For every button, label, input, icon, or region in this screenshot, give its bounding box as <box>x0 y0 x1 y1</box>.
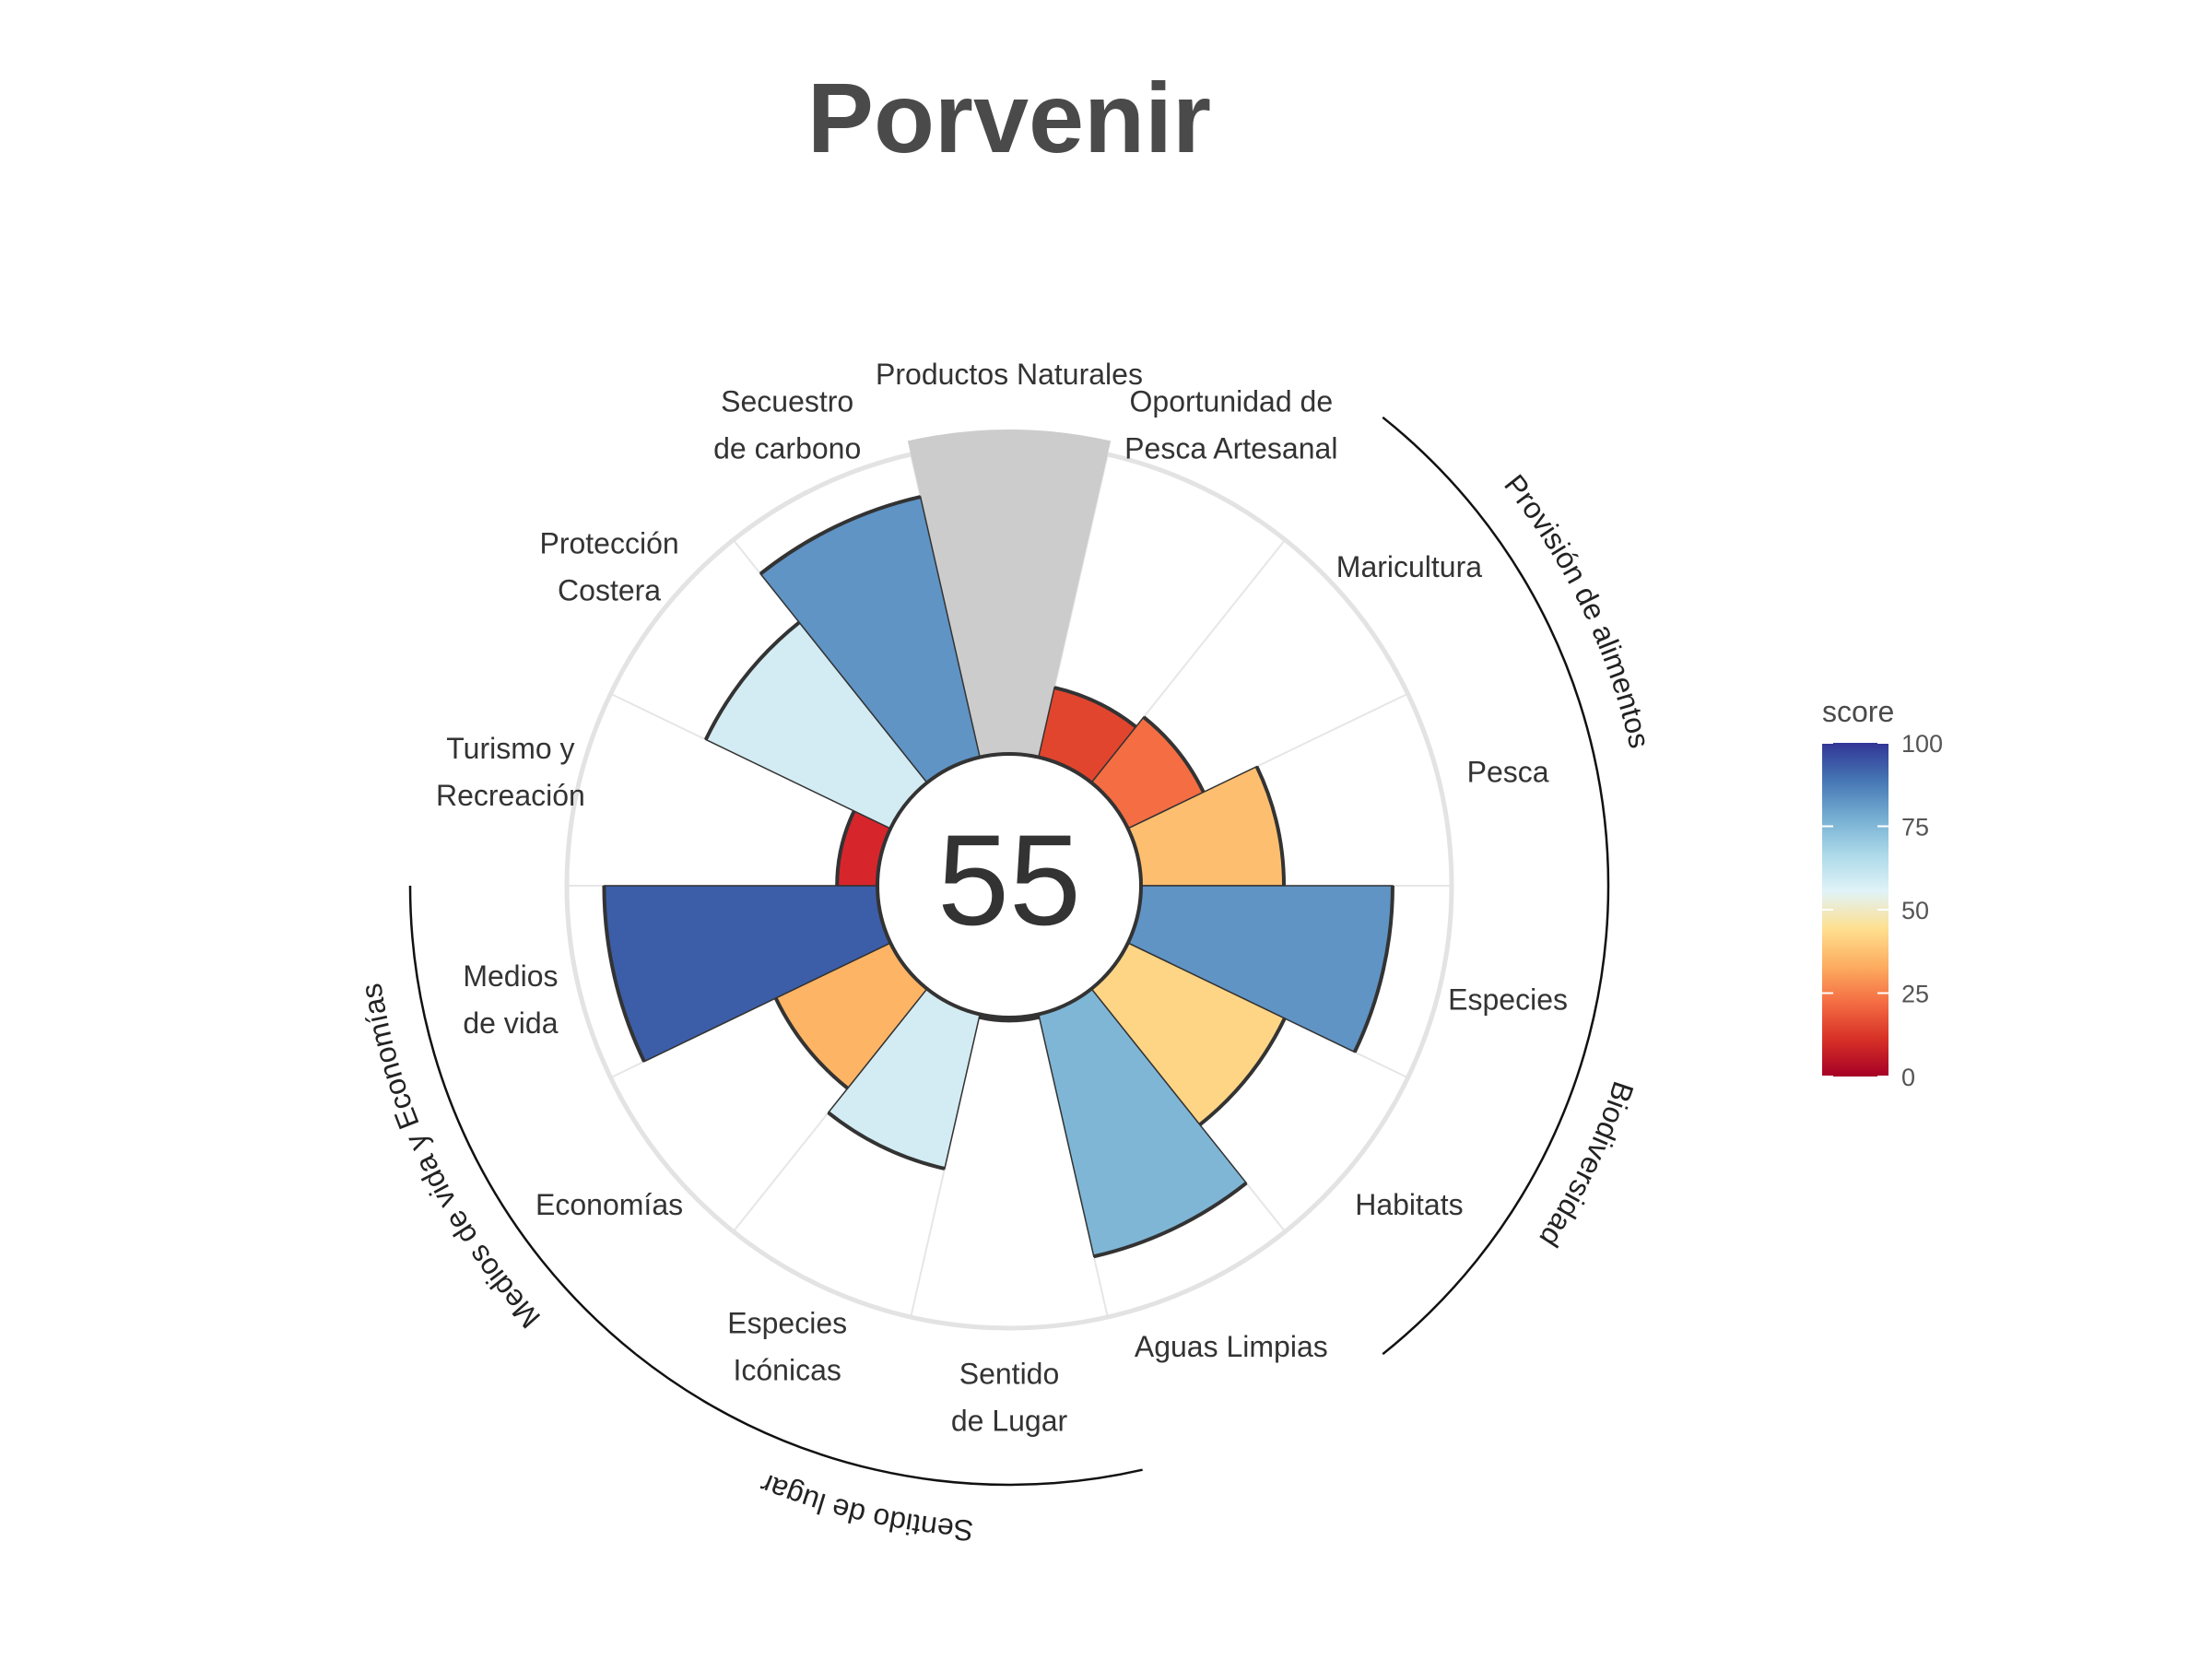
category-label: Sentido <box>959 1358 1060 1391</box>
petal-outline-oportunidad-de-pesca-artesanal <box>1053 686 1137 729</box>
petal-outline-maricultura <box>1142 715 1206 794</box>
category-label: de carbono <box>713 431 861 465</box>
category-label: Productos Naturales <box>876 358 1143 391</box>
legend-tick-label: 25 <box>1901 981 1929 1008</box>
petal-outline-aguas-limpias <box>1093 1182 1248 1259</box>
group-arc <box>634 1353 1143 1487</box>
category-label: Maricultura <box>1336 550 1482 583</box>
category-label: Costera <box>558 573 661 606</box>
group-label: Sentido de lugar <box>755 1467 974 1547</box>
legend-tick-label: 50 <box>1901 897 1929 924</box>
center: 55 <box>876 752 1143 1019</box>
petal-outline-pesca <box>1254 765 1287 887</box>
group-arc <box>1382 416 1610 887</box>
category-label: Secuestro <box>721 384 853 418</box>
petal-productos-naturales <box>907 429 1112 758</box>
petals <box>602 429 1394 1259</box>
category-label: Especies <box>1448 982 1568 1016</box>
category-label: Oportunidad de <box>1130 384 1334 418</box>
category-label: Protección <box>539 526 678 559</box>
petal-outline-especies <box>1352 885 1394 1053</box>
category-label: Turismo y <box>446 732 574 765</box>
group-label-path: Biodiversidad <box>1533 1077 1641 1253</box>
category-label: Aguas Limpias <box>1135 1330 1328 1363</box>
petal-outline-sentido-de-lugar <box>978 1015 1041 1023</box>
petal-outline-turismo-y-recreación <box>835 810 856 887</box>
legend-title: score <box>1822 695 1894 728</box>
petal-outline-economías <box>773 997 849 1090</box>
petal-outline-medios-de-vida <box>602 885 646 1063</box>
category-label: Recreación <box>436 779 585 812</box>
center-score: 55 <box>937 807 1081 952</box>
legend-ticks: 0 25 50 75 100 <box>1822 730 1943 1091</box>
category-label: Pesca Artesanal <box>1124 431 1337 465</box>
group-label-path: Sentido de lugar <box>755 1467 974 1547</box>
petal-outline-secuestro-de-carbono <box>759 495 922 576</box>
chart-title: Porvenir <box>807 62 1211 173</box>
group-label-path: Provisión de alimentos <box>1498 468 1656 751</box>
petal-outline-protección-costera <box>703 620 801 741</box>
legend-tick-label: 75 <box>1901 814 1929 841</box>
legend-tick-label: 0 <box>1901 1064 1915 1091</box>
legend-tick-label: 100 <box>1901 730 1943 758</box>
category-label: Economías <box>535 1188 683 1221</box>
category-label: de vida <box>463 1006 558 1040</box>
legend: score 0 25 50 75 100 <box>1822 695 1943 1091</box>
group-label: Provisión de alimentos <box>1498 468 1656 751</box>
category-label: Pesca <box>1467 756 1549 789</box>
group-label: Biodiversidad <box>1533 1077 1641 1253</box>
petal-outline-especies-icónicas <box>827 1111 946 1171</box>
category-label: de Lugar <box>951 1405 1068 1438</box>
category-label: Icónicas <box>733 1354 841 1387</box>
petal-outline-habitats <box>1198 1018 1287 1126</box>
category-label: Medios <box>463 959 558 993</box>
group-arc <box>408 885 637 1356</box>
group-arc <box>1382 885 1610 1356</box>
center-circle <box>876 752 1143 1019</box>
category-label: Habitats <box>1355 1188 1463 1221</box>
category-label: Especies <box>727 1307 847 1340</box>
